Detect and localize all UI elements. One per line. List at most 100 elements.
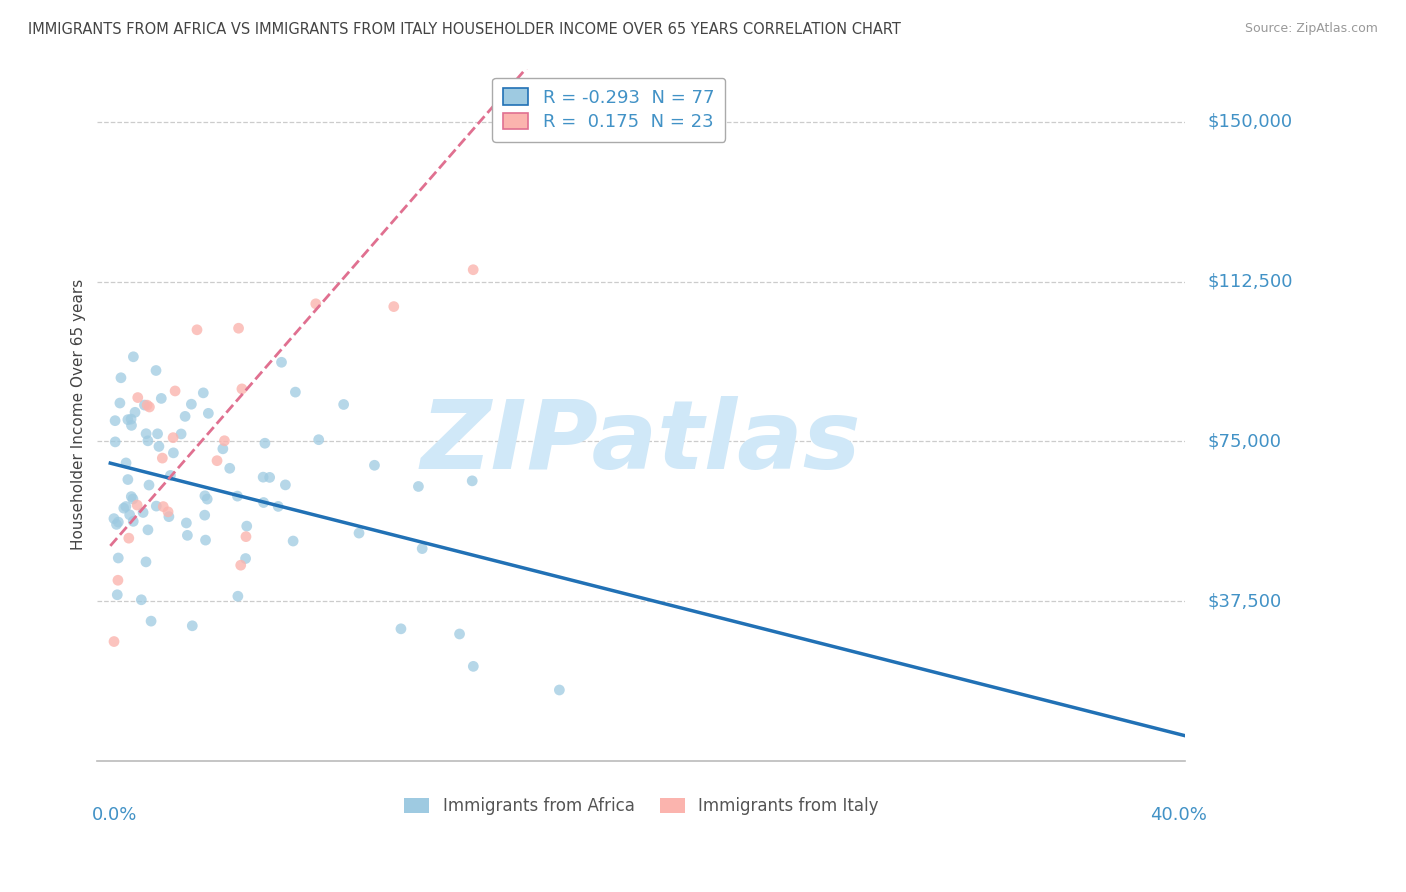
Point (145, 499, 167, 513)
Point (389, 622, 412, 636)
Point (107, 515, 129, 529)
Point (259, 470, 281, 484)
Point (411, 541, 433, 556)
Point (363, 458, 385, 473)
Point (197, 406, 219, 420)
Point (174, 409, 197, 424)
Point (463, 659, 485, 673)
Text: $75,000: $75,000 (1206, 433, 1281, 450)
Legend: Immigrants from Africa, Immigrants from Italy: Immigrants from Africa, Immigrants from … (398, 790, 884, 822)
Point (148, 439, 170, 453)
Point (205, 453, 228, 467)
Point (194, 533, 217, 547)
Point (139, 614, 162, 628)
Point (449, 627, 471, 641)
Text: $112,500: $112,500 (1206, 273, 1292, 291)
Point (118, 508, 141, 522)
Point (193, 385, 215, 400)
Point (122, 491, 145, 506)
Point (180, 397, 202, 411)
Point (104, 434, 127, 449)
Point (107, 551, 129, 566)
Text: IMMIGRANTS FROM AFRICA VS IMMIGRANTS FROM ITALY HOUSEHOLDER INCOME OVER 65 YEARS: IMMIGRANTS FROM AFRICA VS IMMIGRANTS FRO… (28, 22, 901, 37)
Point (138, 478, 160, 492)
Point (194, 489, 217, 503)
Point (165, 384, 187, 398)
Point (195, 492, 218, 507)
Point (136, 398, 159, 412)
Point (347, 526, 370, 541)
Point (134, 398, 156, 412)
Y-axis label: Householder Income Over 65 years: Householder Income Over 65 years (72, 279, 86, 550)
Point (548, 683, 571, 698)
Point (131, 592, 153, 607)
Point (281, 534, 304, 549)
Text: 0.0%: 0.0% (91, 805, 138, 824)
Point (214, 434, 236, 448)
Point (212, 442, 235, 456)
Point (170, 426, 193, 441)
Point (253, 436, 276, 450)
Point (103, 511, 125, 525)
Point (124, 405, 146, 419)
Point (159, 468, 181, 483)
Point (176, 516, 198, 530)
Point (117, 473, 139, 487)
Point (120, 490, 142, 504)
Point (107, 574, 129, 588)
Point (305, 297, 328, 311)
Point (157, 509, 180, 524)
Point (252, 495, 274, 509)
Point (152, 500, 174, 514)
Point (136, 523, 159, 537)
Point (105, 588, 128, 602)
Point (135, 555, 157, 569)
Point (112, 501, 135, 516)
Point (118, 531, 141, 545)
Text: ZIPatlas: ZIPatlas (420, 396, 862, 489)
Point (120, 412, 142, 426)
Point (115, 456, 138, 470)
Point (110, 371, 132, 385)
Point (226, 489, 249, 503)
Point (127, 498, 149, 512)
Point (270, 355, 292, 369)
Point (252, 470, 274, 484)
Point (104, 414, 127, 428)
Point (235, 519, 257, 533)
Point (267, 500, 290, 514)
Point (461, 474, 484, 488)
Point (150, 451, 173, 466)
Point (186, 323, 208, 337)
Point (138, 400, 160, 414)
Point (146, 426, 169, 441)
Point (231, 382, 253, 396)
Point (226, 589, 249, 603)
Text: $37,500: $37,500 (1206, 592, 1281, 610)
Point (122, 350, 145, 364)
Point (229, 558, 252, 573)
Point (162, 431, 184, 445)
Point (145, 363, 167, 377)
Text: Source: ZipAtlas.com: Source: ZipAtlas.com (1244, 22, 1378, 36)
Point (332, 397, 354, 411)
Point (127, 391, 149, 405)
Point (408, 479, 430, 493)
Point (382, 300, 405, 314)
Point (122, 514, 145, 528)
Point (108, 396, 131, 410)
Point (284, 385, 307, 400)
Point (308, 433, 330, 447)
Point (235, 530, 257, 544)
Point (228, 321, 250, 335)
Point (274, 478, 297, 492)
Point (218, 461, 240, 475)
Point (115, 500, 138, 514)
Point (157, 505, 180, 519)
Point (176, 528, 198, 542)
Point (103, 634, 125, 648)
Point (105, 517, 128, 532)
Point (181, 619, 204, 633)
Point (135, 426, 157, 441)
Point (117, 412, 139, 426)
